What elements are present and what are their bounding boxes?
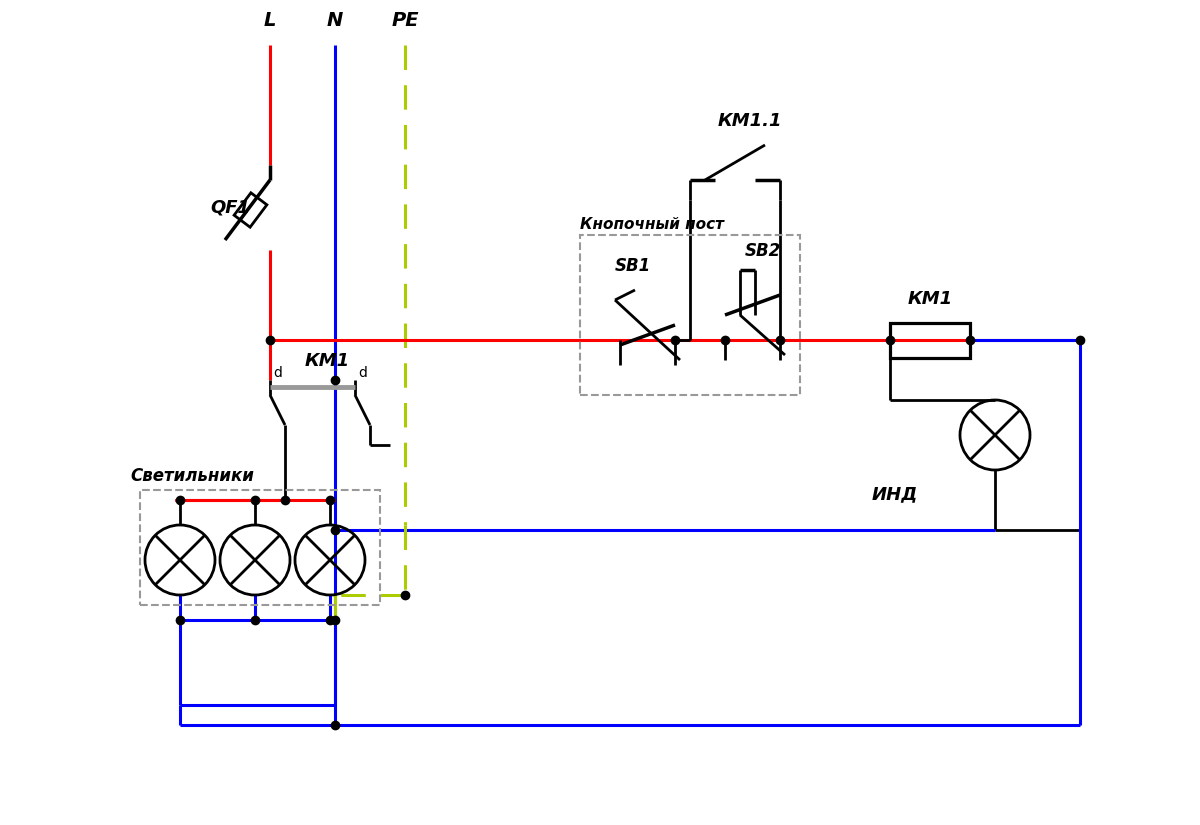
Text: КМ1: КМ1 <box>907 290 953 308</box>
Text: N: N <box>326 11 343 30</box>
Text: SB1: SB1 <box>614 257 650 275</box>
Text: ИНД: ИНД <box>872 485 918 503</box>
Text: SB2: SB2 <box>744 242 781 260</box>
Bar <box>580 235 800 395</box>
Text: КМ1.1: КМ1.1 <box>718 112 782 130</box>
Text: Кнопочный пост: Кнопочный пост <box>580 217 724 232</box>
Text: QF1: QF1 <box>210 199 250 216</box>
Text: Светильники: Светильники <box>130 467 254 485</box>
Text: L: L <box>264 11 276 30</box>
Text: d: d <box>274 366 282 380</box>
Bar <box>140 490 380 605</box>
Text: PE: PE <box>391 11 419 30</box>
Text: КМ1: КМ1 <box>305 352 350 370</box>
Text: d: d <box>358 366 367 380</box>
Bar <box>890 323 970 357</box>
